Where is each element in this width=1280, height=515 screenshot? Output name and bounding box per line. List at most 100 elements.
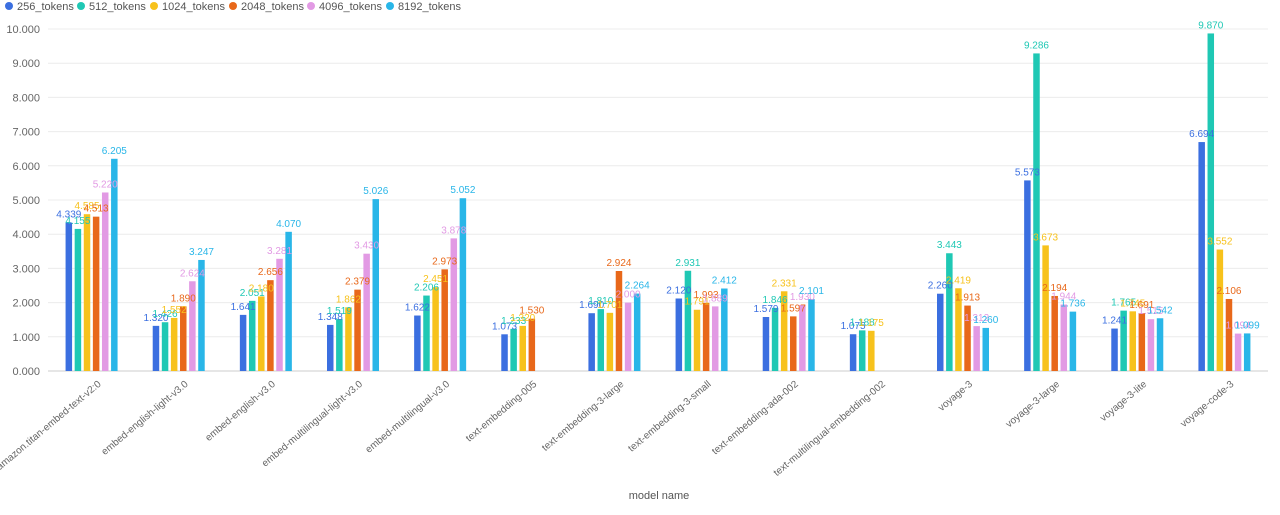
bar-256_tokens[interactable] — [1111, 328, 1118, 371]
bar-8192_tokens[interactable] — [285, 231, 292, 371]
bar-8192_tokens[interactable] — [633, 293, 641, 371]
legend-item-256_tokens[interactable]: 256_tokens — [5, 1, 74, 13]
bar-256_tokens[interactable] — [327, 324, 334, 371]
bar-2048_tokens[interactable] — [92, 216, 100, 371]
bar-512_tokens[interactable] — [1033, 53, 1040, 372]
data-label: 3.430 — [354, 241, 379, 252]
bar-2048_tokens[interactable] — [528, 318, 536, 371]
data-label: 2.180 — [249, 283, 274, 294]
bar-2048_tokens[interactable] — [180, 306, 187, 371]
data-label: 3.552 — [1207, 237, 1232, 248]
bar-512_tokens[interactable] — [161, 322, 169, 371]
bar-512_tokens[interactable] — [684, 270, 692, 371]
bar-2048_tokens[interactable] — [1051, 295, 1058, 371]
bar-512_tokens[interactable] — [510, 328, 517, 371]
bar-1024_tokens[interactable] — [1042, 245, 1049, 371]
legend-item-2048_tokens[interactable]: 2048_tokens — [229, 1, 304, 13]
bar-256_tokens[interactable] — [501, 334, 508, 371]
bar-4096_tokens[interactable] — [1147, 319, 1155, 371]
legend-item-8192_tokens[interactable]: 8192_tokens — [386, 1, 461, 13]
bar-2048_tokens[interactable] — [615, 270, 623, 371]
bar-2048_tokens[interactable] — [354, 289, 361, 371]
bar-8192_tokens[interactable] — [1069, 311, 1077, 371]
bar-2048_tokens[interactable] — [1225, 298, 1233, 371]
bar-256_tokens[interactable] — [414, 315, 421, 371]
bar-512_tokens[interactable] — [74, 228, 82, 371]
bar-2048_tokens[interactable] — [441, 269, 448, 371]
bar-8192_tokens[interactable] — [111, 158, 118, 371]
bar-1024_tokens[interactable] — [432, 287, 439, 371]
bar-2048_tokens[interactable] — [790, 316, 797, 371]
bar-256_tokens[interactable] — [65, 222, 73, 371]
data-label: 1.810 — [588, 296, 613, 307]
bar-512_tokens[interactable] — [771, 307, 779, 371]
data-label: 2.000 — [616, 290, 641, 301]
bar-256_tokens[interactable] — [588, 313, 595, 371]
bar-4096_tokens[interactable] — [799, 304, 806, 371]
data-label: 1.691 — [1129, 300, 1154, 311]
bar-256_tokens[interactable] — [849, 334, 857, 371]
bar-8192_tokens[interactable] — [1243, 333, 1251, 371]
bar-8192_tokens[interactable] — [808, 299, 815, 371]
legend-label: 8192_tokens — [398, 1, 461, 13]
legend-item-512_tokens[interactable]: 512_tokens — [77, 1, 146, 13]
bar-4096_tokens[interactable] — [1234, 333, 1242, 371]
bar-1024_tokens[interactable] — [955, 288, 962, 371]
grid-layer: 0.000 1.000 2.000 3.000 4.000 5.000 6.000 7.000… — [6, 24, 1268, 378]
bar-256_tokens[interactable] — [1198, 142, 1205, 371]
bar-4096_tokens[interactable] — [363, 253, 370, 371]
bar-512_tokens[interactable] — [423, 295, 430, 371]
data-label: 2.973 — [432, 256, 457, 267]
data-label: 2.264 — [625, 281, 650, 292]
bar-1024_tokens[interactable] — [606, 312, 614, 371]
bar-8192_tokens[interactable] — [1156, 318, 1164, 371]
bar-4096_tokens[interactable] — [276, 258, 283, 371]
bar-256_tokens[interactable] — [239, 314, 247, 371]
bar-4096_tokens[interactable] — [1060, 304, 1068, 371]
bar-4096_tokens[interactable] — [189, 281, 196, 371]
bar-512_tokens[interactable] — [597, 309, 605, 371]
bar-1024_tokens[interactable] — [83, 214, 91, 371]
bar-4096_tokens[interactable] — [450, 238, 458, 371]
bar-256_tokens[interactable] — [937, 293, 944, 371]
bar-1024_tokens[interactable] — [170, 317, 178, 371]
bar-8192_tokens[interactable] — [459, 198, 467, 371]
bar-8192_tokens[interactable] — [982, 327, 990, 371]
bar-512_tokens[interactable] — [336, 319, 343, 371]
legend-item-4096_tokens[interactable]: 4096_tokens — [307, 1, 382, 13]
legend-item-1024_tokens[interactable]: 1024_tokens — [150, 1, 225, 13]
bar-8192_tokens[interactable] — [198, 259, 205, 371]
bar-1024_tokens[interactable] — [1216, 249, 1224, 371]
data-label: 5.026 — [363, 186, 388, 197]
bar-512_tokens[interactable] — [946, 253, 953, 371]
bar-512_tokens[interactable] — [858, 330, 866, 371]
bar-1024_tokens[interactable] — [345, 307, 352, 371]
bar-512_tokens[interactable] — [1120, 310, 1127, 371]
bar-2048_tokens[interactable] — [1138, 313, 1146, 371]
data-label: 5.573 — [1015, 167, 1040, 178]
bar-256_tokens[interactable] — [152, 325, 160, 371]
bar-1024_tokens[interactable] — [868, 330, 875, 371]
bar-1024_tokens[interactable] — [519, 325, 526, 371]
bar-1024_tokens[interactable] — [693, 309, 701, 371]
bar-4096_tokens[interactable] — [973, 326, 980, 371]
bar-256_tokens[interactable] — [675, 298, 683, 371]
bar-2048_tokens[interactable] — [267, 280, 274, 371]
bar-1024_tokens[interactable] — [258, 296, 265, 371]
bar-512_tokens[interactable] — [248, 300, 256, 371]
bar-256_tokens[interactable] — [1024, 180, 1031, 371]
bar-1024_tokens[interactable] — [1129, 311, 1136, 371]
bar-2048_tokens[interactable] — [702, 302, 710, 371]
bar-4096_tokens[interactable] — [624, 302, 632, 371]
bar-8192_tokens[interactable] — [372, 199, 380, 371]
bar-512_tokens[interactable] — [1207, 33, 1215, 372]
legend[interactable]: 256_tokens 512_tokens 1024_tokens 2048_toke… — [5, 1, 461, 13]
bar-1024_tokens[interactable] — [780, 291, 788, 371]
data-label: 1.320 — [143, 313, 168, 324]
bar-8192_tokens[interactable] — [721, 288, 728, 371]
bar-4096_tokens[interactable] — [711, 306, 719, 371]
bar-256_tokens[interactable] — [762, 316, 770, 371]
bar-4096_tokens[interactable] — [101, 192, 109, 371]
data-label: 1.233 — [501, 316, 526, 327]
bar-2048_tokens[interactable] — [964, 305, 971, 371]
